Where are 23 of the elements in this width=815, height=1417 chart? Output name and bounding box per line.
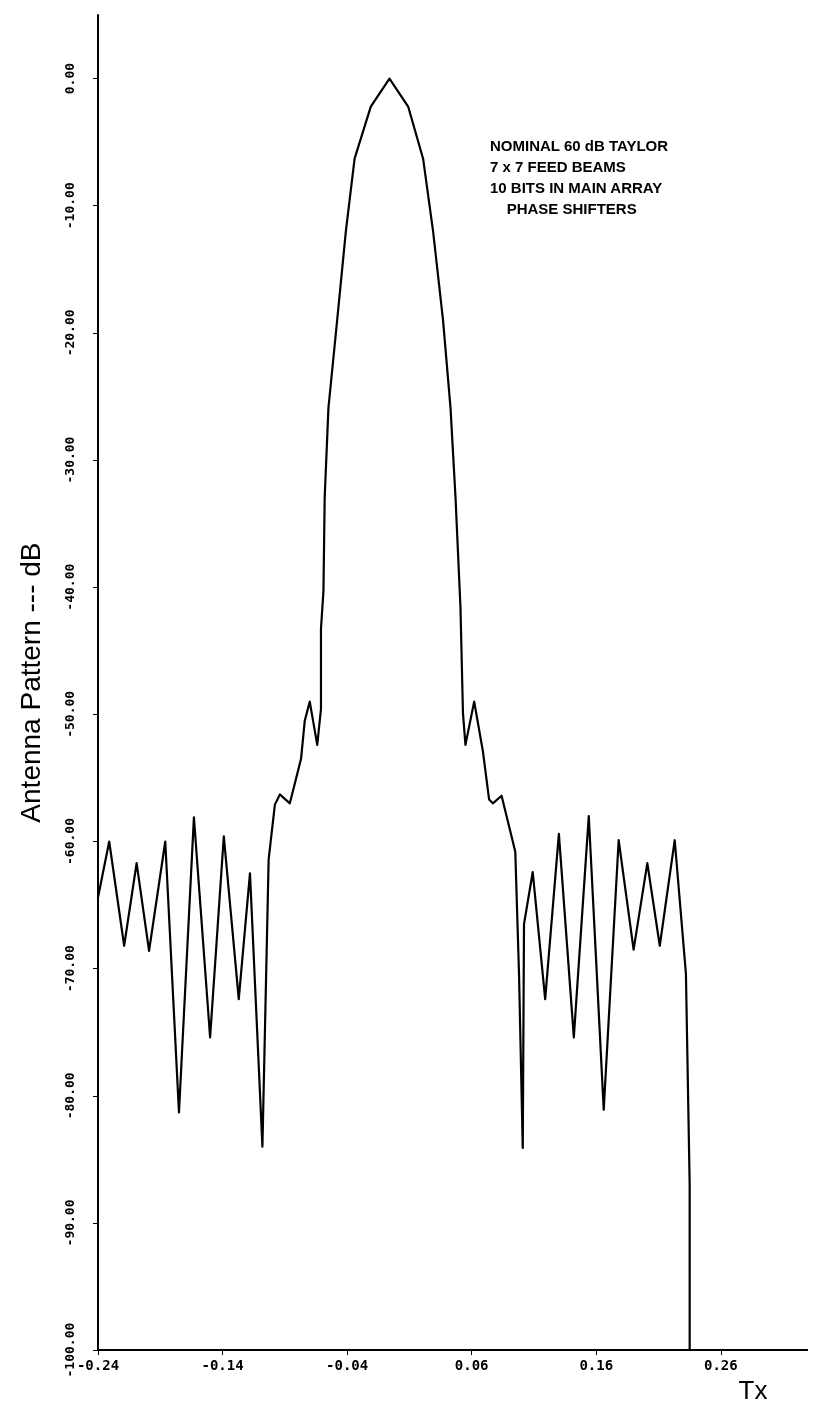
x-tick-label: -0.04 <box>326 1357 369 1374</box>
y-tick-label: -90.00 <box>62 1199 77 1247</box>
x-tick-label: -0.24 <box>76 1357 120 1374</box>
y-tick-label: -60.00 <box>62 817 77 865</box>
annotation: PHASE SHIFTERS <box>490 200 637 217</box>
y-tick-label: -80.00 <box>62 1072 77 1120</box>
annotation: 10 BITS IN MAIN ARRAY <box>490 179 663 196</box>
annotation: 7 x 7 FEED BEAMS <box>490 158 626 175</box>
x-tick-label: -0.14 <box>201 1357 244 1374</box>
y-tick-label: -40.00 <box>62 563 77 611</box>
y-tick-label: 0.00 <box>62 62 77 95</box>
y-axis-title: Antenna Pattern --- dB <box>14 542 46 823</box>
y-tick-label: -10.00 <box>62 182 77 230</box>
y-tick-label: -100.00 <box>62 1322 77 1378</box>
x-axis-title: Tx <box>738 1375 768 1405</box>
y-tick-label: -70.00 <box>62 944 77 993</box>
x-tick-label: 0.06 <box>454 1357 489 1374</box>
x-tick-label: 0.26 <box>703 1357 738 1374</box>
y-tick-label: -20.00 <box>62 309 77 357</box>
y-tick-label: -30.00 <box>62 436 77 484</box>
annotation: NOMINAL 60 dB TAYLOR <box>490 137 669 154</box>
y-tick-label: -50.00 <box>62 690 77 738</box>
x-tick-label: 0.16 <box>579 1357 614 1374</box>
